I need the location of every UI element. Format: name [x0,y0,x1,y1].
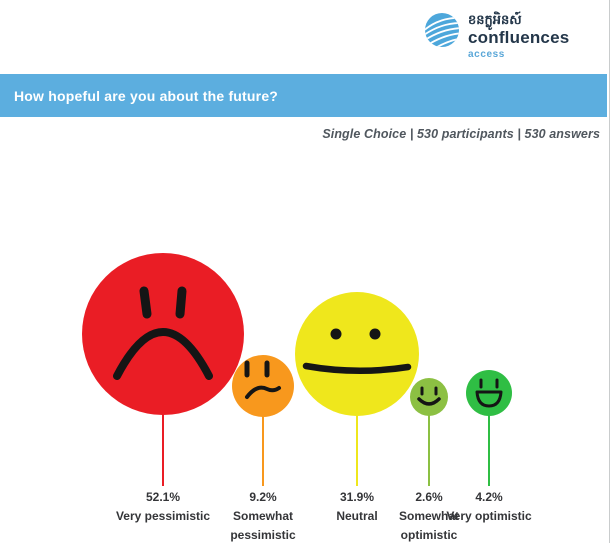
label-somewhat-pessimistic: 9.2% Somewhat pessimistic [215,488,311,543]
face-features [244,360,281,399]
balloon-very-pessimistic [82,253,244,415]
label-very-optimistic: 4.2% Very optimistic [441,488,537,526]
logo-brand-text: confluences [468,28,570,47]
face-features [475,378,503,408]
balloon-somewhat-optimistic [410,378,448,416]
category-label: Very optimistic [446,509,532,523]
percent-value: 31.9% [339,490,375,504]
logo-subbrand-text: access [468,49,505,60]
open-smile-mouth [475,390,503,408]
label-somewhat-optimistic: 2.6% Somewhat optimistic [381,488,477,543]
logo-khmer-text: ខនក្លូអិនស៍ [468,12,522,27]
category-label: Somewhat optimistic [398,509,459,542]
question-title: How hopeful are you about the future? [14,87,279,104]
right-eye [175,286,187,319]
right-eye [369,328,381,340]
face-features [302,328,412,375]
face-features [113,286,213,380]
percent-value: 52.1% [145,490,181,504]
category-label: Somewhat pessimistic [230,509,296,542]
face-features [417,386,441,406]
slight-frown-mouth [245,385,281,399]
left-eye [139,286,152,319]
question-bar: How hopeful are you about the future? [0,74,607,117]
percent-value: 4.2% [475,490,503,504]
left-eye [330,328,342,340]
face-somewhat-optimistic [410,378,448,416]
percent-value: 9.2% [249,490,277,504]
category-label: Neutral [336,509,378,523]
neutral-mouth [302,362,412,375]
balloon-neutral [295,292,419,416]
face-neutral [295,292,419,416]
page-right-border [609,0,610,543]
label-very-pessimistic: 52.1% Very pessimistic [115,488,211,526]
category-label: Very pessimistic [115,509,211,523]
frown-mouth [113,328,213,380]
balloon-somewhat-pessimistic [232,355,294,417]
balloon-very-optimistic [466,370,512,416]
percent-value: 2.6% [415,490,443,504]
confluences-logo: ខនក្លូអិនស៍ confluences access [424,12,569,60]
label-neutral: 31.9% Neutral [309,488,405,526]
confluences-logo-icon [425,13,459,47]
answer-meta: Single Choice | 530 participants | 530 a… [322,127,600,141]
smile-mouth [417,397,441,406]
